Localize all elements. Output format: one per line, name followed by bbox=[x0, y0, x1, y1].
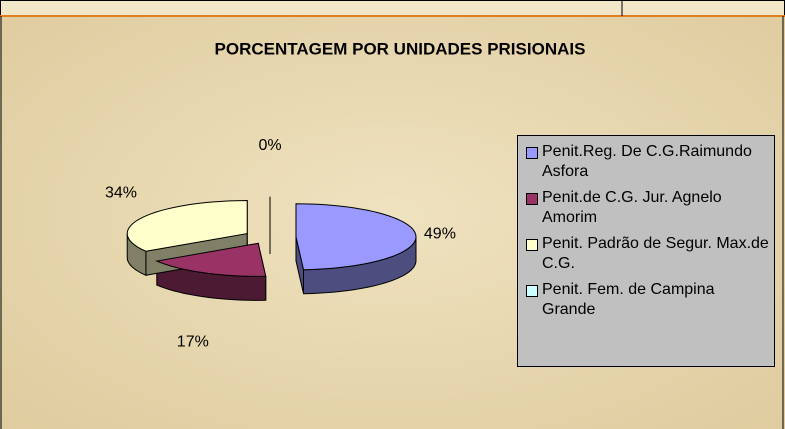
top-strip bbox=[0, 0, 785, 16]
data-label: 49% bbox=[424, 225, 456, 242]
legend-item: Penit.Reg. De C.G.Raimundo Asfora bbox=[526, 142, 770, 182]
legend-label: Penit. Padrão de Segur. Max.de C.G. bbox=[542, 235, 769, 272]
legend-item: Penit. Fem. de Campina Grande bbox=[526, 280, 770, 320]
legend-swatch bbox=[526, 193, 538, 205]
legend-label: Penit.Reg. De C.G.Raimundo Asfora bbox=[542, 143, 752, 180]
slice bbox=[295, 203, 417, 271]
legend: Penit.Reg. De C.G.Raimundo Asfora Penit.d… bbox=[517, 135, 775, 367]
data-label: 0% bbox=[258, 137, 281, 154]
legend-item: Penit. Padrão de Segur. Max.de C.G. bbox=[526, 234, 770, 274]
data-label: 34% bbox=[105, 184, 137, 201]
legend-swatch bbox=[526, 239, 538, 251]
slice bbox=[126, 200, 248, 252]
legend-swatch bbox=[526, 285, 538, 297]
data-label: 17% bbox=[177, 333, 209, 350]
legend-swatch bbox=[526, 147, 538, 159]
legend-label: Penit. Fem. de Campina Grande bbox=[542, 281, 715, 318]
chart-title: PORCENTAGEM POR UNIDADES PRISIONAIS bbox=[215, 39, 586, 58]
legend-item: Penit.de C.G. Jur. Agnelo Amorim bbox=[526, 188, 770, 228]
legend-label: Penit.de C.G. Jur. Agnelo Amorim bbox=[542, 189, 722, 226]
slice bbox=[155, 242, 267, 277]
